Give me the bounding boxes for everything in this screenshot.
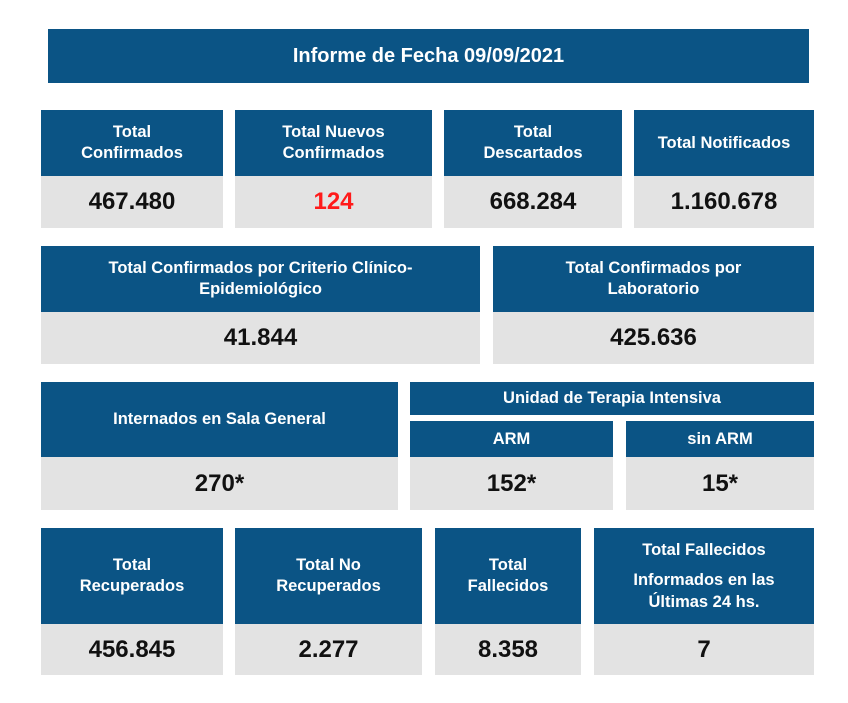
header-line: Confirmados bbox=[81, 144, 183, 162]
uti-header: Unidad de Terapia Intensiva bbox=[410, 382, 814, 415]
total-notificados-header: Total Notificados bbox=[634, 110, 814, 176]
total-descartados-value: 668.284 bbox=[444, 176, 622, 228]
report-title-banner: Informe de Fecha 09/09/2021 bbox=[48, 29, 809, 83]
header-line: Fallecidos bbox=[467, 577, 549, 595]
total-notificados-value: 1.160.678 bbox=[634, 176, 814, 228]
total-confirmados-value: 467.480 bbox=[41, 176, 223, 228]
total-no-recuperados-value: 2.277 bbox=[235, 624, 422, 675]
header-line: Total bbox=[112, 123, 152, 141]
header-line: Total bbox=[112, 556, 152, 574]
uti-sin-arm-header: sin ARM bbox=[626, 421, 814, 457]
total-nuevos-confirmados-header: Total Nuevos Confirmados bbox=[235, 110, 432, 176]
total-fallecidos-value: 8.358 bbox=[435, 624, 581, 675]
header-line: Unidad de Terapia Intensiva bbox=[503, 389, 721, 407]
header-line: sin ARM bbox=[687, 429, 753, 448]
confirmados-criterio-clinico-header: Total Confirmados por Criterio Clínico- … bbox=[41, 246, 480, 312]
uti-sin-arm-value: 15* bbox=[626, 457, 814, 510]
total-nuevos-confirmados-value: 124 bbox=[235, 176, 432, 228]
header-line: ARM bbox=[492, 429, 531, 448]
header-line: Total Confirmados por bbox=[565, 259, 742, 277]
uti-arm-header: ARM bbox=[410, 421, 613, 457]
header-line: Informados en las bbox=[633, 571, 775, 589]
total-no-recuperados-header: Total No Recuperados bbox=[235, 528, 422, 624]
total-recuperados-value: 456.845 bbox=[41, 624, 223, 675]
sala-general-value: 270* bbox=[41, 457, 398, 510]
header-line: Laboratorio bbox=[607, 280, 700, 298]
header-line: Total Fallecidos bbox=[642, 541, 766, 559]
header-line: Descartados bbox=[483, 144, 583, 162]
sala-general-header: Internados en Sala General bbox=[41, 382, 398, 457]
total-recuperados-header: Total Recuperados bbox=[41, 528, 223, 624]
header-line: Total bbox=[488, 556, 528, 574]
confirmados-criterio-clinico-value: 41.844 bbox=[41, 312, 480, 364]
header-line: Epidemiológico bbox=[199, 280, 322, 298]
uti-arm-value: 152* bbox=[410, 457, 613, 510]
header-line: Total Notificados bbox=[657, 133, 791, 152]
header-line: Últimas 24 hs. bbox=[648, 593, 760, 611]
header-line: Total Nuevos bbox=[282, 123, 385, 141]
header-line: Recuperados bbox=[276, 577, 381, 595]
header-line: Total bbox=[513, 123, 553, 141]
confirmados-laboratorio-header: Total Confirmados por Laboratorio bbox=[493, 246, 814, 312]
header-line: Confirmados bbox=[282, 144, 385, 162]
header-line: Internados en Sala General bbox=[113, 410, 326, 428]
fallecidos-ultimas-24hs-value: 7 bbox=[594, 624, 814, 675]
header-line: Recuperados bbox=[79, 577, 185, 595]
total-confirmados-header: Total Confirmados bbox=[41, 110, 223, 176]
confirmados-laboratorio-value: 425.636 bbox=[493, 312, 814, 364]
fallecidos-ultimas-24hs-header: Total Fallecidos Informados en las Últim… bbox=[594, 528, 814, 624]
total-descartados-header: Total Descartados bbox=[444, 110, 622, 176]
header-line: Total No bbox=[296, 556, 361, 574]
header-line: Total Confirmados por Criterio Clínico- bbox=[108, 259, 413, 277]
total-fallecidos-header: Total Fallecidos bbox=[435, 528, 581, 624]
report-title: Informe de Fecha 09/09/2021 bbox=[292, 44, 565, 67]
